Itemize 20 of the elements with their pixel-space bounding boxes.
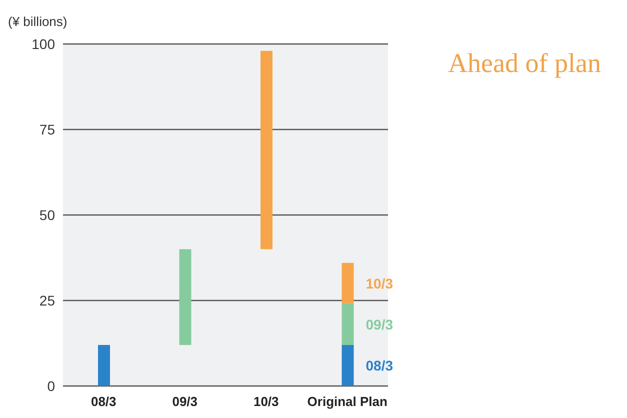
series-label: 08/3 <box>366 357 394 374</box>
y-axis-title: (¥ billions) <box>8 14 68 29</box>
bar <box>342 344 354 386</box>
text: Ahead of plan <box>448 48 601 79</box>
x-tick-label: 09/3 <box>172 394 198 409</box>
bar <box>179 249 192 345</box>
y-tick-label: 25 <box>39 292 56 308</box>
bar <box>342 262 354 304</box>
series-label: 09/3 <box>366 316 394 332</box>
x-tick-label: 08/3 <box>90 394 116 409</box>
bar <box>260 50 272 250</box>
x-tick-label: Original Plan <box>307 394 388 409</box>
bar <box>342 304 354 345</box>
y-tick-label: 75 <box>39 121 56 138</box>
series-label: 10/3 <box>366 275 394 292</box>
bar <box>98 344 110 386</box>
y-tick-label: 50 <box>39 206 56 223</box>
y-tick-label: 100 <box>32 36 56 52</box>
y-tick-label: 0 <box>47 378 56 394</box>
x-tick-label: 10/3 <box>253 394 279 409</box>
